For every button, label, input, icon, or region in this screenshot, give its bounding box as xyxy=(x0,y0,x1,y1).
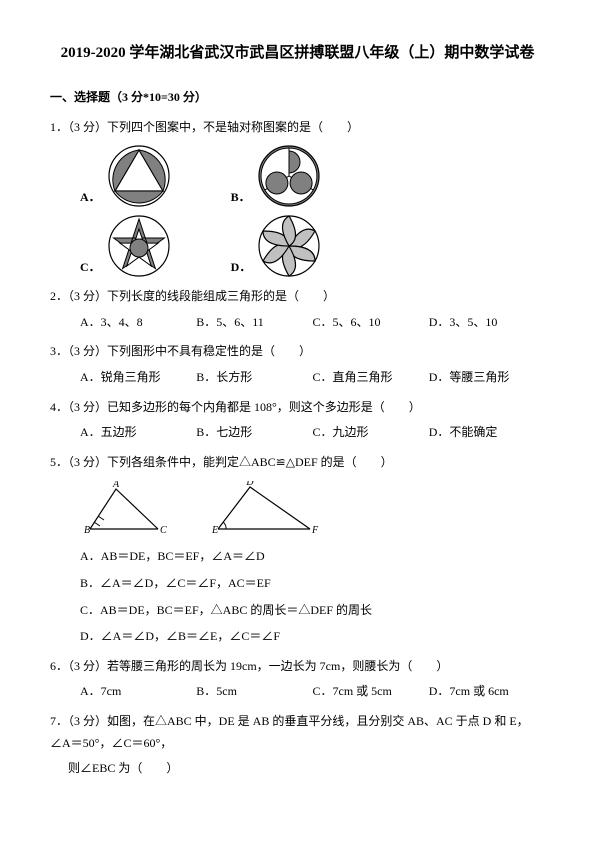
q2-choices: A．3、4、8 B．5、6、11 C．5、6、10 D．3、5、10 xyxy=(80,312,545,334)
q4-choice-a: A．五边形 xyxy=(80,422,196,444)
q5-stem: 5．（3 分）下列各组条件中，能判定△ABC≌△DEF 的是（ ） xyxy=(50,452,545,474)
q3-choice-c: C．直角三角形 xyxy=(313,367,429,389)
q6-stem: 6．（3 分）若等腰三角形的周长为 19cm，一边长为 7cm，则腰长为（ ） xyxy=(50,656,545,678)
q6-choice-a: A．7cm xyxy=(80,681,196,703)
triangle-abc-icon: A B C xyxy=(80,481,170,536)
q2-choice-a: A．3、4、8 xyxy=(80,312,196,334)
pattern-c-icon xyxy=(107,214,171,278)
q7-stem-b: 则∠EBC 为（ ） xyxy=(68,758,545,780)
q1-label-b: B． xyxy=(231,187,251,209)
q5-choice-c: C．AB＝DE，BC＝EF，△ABC 的周长＝△DEF 的周长 xyxy=(80,600,545,622)
q1-choice-c: C． xyxy=(80,214,171,278)
q1-row1: A． B． xyxy=(80,144,545,208)
svg-text:E: E xyxy=(211,525,218,536)
question-1: 1．（3 分）下列四个图案中，不是轴对称图案的是（ ） A． B． xyxy=(50,117,545,279)
q2-stem: 2．（3 分）下列长度的线段能组成三角形的是（ ） xyxy=(50,286,545,308)
q3-choice-b: B．长方形 xyxy=(196,367,312,389)
q4-stem: 4．（3 分）已知多边形的每个内角都是 108°，则这个多边形是（ ） xyxy=(50,397,545,419)
q1-choice-a: A． xyxy=(80,144,171,208)
q2-choice-c: C．5、6、10 xyxy=(313,312,429,334)
q1-label-d: D． xyxy=(231,257,252,279)
q1-row2: C． D． xyxy=(80,214,545,278)
section1-header: 一、选择题（3 分*10=30 分） xyxy=(50,87,545,109)
question-6: 6．（3 分）若等腰三角形的周长为 19cm，一边长为 7cm，则腰长为（ ） … xyxy=(50,656,545,703)
q1-label-c: C． xyxy=(80,257,101,279)
exam-title: 2019-2020 学年湖北省武汉市武昌区拼搏联盟八年级（上）期中数学试卷 xyxy=(50,40,545,67)
q1-label-a: A． xyxy=(80,187,101,209)
question-5: 5．（3 分）下列各组条件中，能判定△ABC≌△DEF 的是（ ） A B C … xyxy=(50,452,545,648)
q1-choice-b: B． xyxy=(231,144,321,208)
question-2: 2．（3 分）下列长度的线段能组成三角形的是（ ） A．3、4、8 B．5、6、… xyxy=(50,286,545,333)
q3-choices: A．锐角三角形 B．长方形 C．直角三角形 D．等腰三角形 xyxy=(80,367,545,389)
svg-text:A: A xyxy=(112,481,120,490)
q5-choice-b: B．∠A＝∠D，∠C＝∠F，AC＝EF xyxy=(80,573,545,595)
q7-stem-a: 7．（3 分）如图，在△ABC 中，DE 是 AB 的垂直平分线，且分别交 AB… xyxy=(50,711,545,754)
svg-text:C: C xyxy=(160,525,167,536)
q6-choice-b: B．5cm xyxy=(196,681,312,703)
q3-choice-d: D．等腰三角形 xyxy=(429,367,545,389)
q2-choice-b: B．5、6、11 xyxy=(196,312,312,334)
exam-page: 2019-2020 学年湖北省武汉市武昌区拼搏联盟八年级（上）期中数学试卷 一、… xyxy=(0,0,595,818)
q5-choice-d: D．∠A＝∠D，∠B＝∠E，∠C＝∠F xyxy=(80,626,545,648)
question-7: 7．（3 分）如图，在△ABC 中，DE 是 AB 的垂直平分线，且分别交 AB… xyxy=(50,711,545,780)
q3-choice-a: A．锐角三角形 xyxy=(80,367,196,389)
svg-text:D: D xyxy=(245,481,254,488)
q2-choice-d: D．3、5、10 xyxy=(429,312,545,334)
q6-choice-c: C．7cm 或 5cm xyxy=(313,681,429,703)
pattern-d-icon xyxy=(257,214,321,278)
q6-choices: A．7cm B．5cm C．7cm 或 5cm D．7cm 或 6cm xyxy=(80,681,545,703)
q3-stem: 3．（3 分）下列图形中不具有稳定性的是（ ） xyxy=(50,341,545,363)
question-4: 4．（3 分）已知多边形的每个内角都是 108°，则这个多边形是（ ） A．五边… xyxy=(50,397,545,444)
q4-choice-c: C．九边形 xyxy=(313,422,429,444)
q5-choice-a: A．AB＝DE，BC＝EF，∠A＝∠D xyxy=(80,546,545,568)
q4-choices: A．五边形 B．七边形 C．九边形 D．不能确定 xyxy=(80,422,545,444)
q6-choice-d: D．7cm 或 6cm xyxy=(429,681,545,703)
pattern-b-icon xyxy=(257,144,321,208)
q1-stem: 1．（3 分）下列四个图案中，不是轴对称图案的是（ ） xyxy=(50,117,545,139)
question-3: 3．（3 分）下列图形中不具有稳定性的是（ ） A．锐角三角形 B．长方形 C．… xyxy=(50,341,545,388)
q4-choice-b: B．七边形 xyxy=(196,422,312,444)
pattern-a-icon xyxy=(107,144,171,208)
triangle-def-icon: D E F xyxy=(210,481,320,536)
svg-text:B: B xyxy=(84,525,90,536)
q4-choice-d: D．不能确定 xyxy=(429,422,545,444)
svg-text:F: F xyxy=(311,525,319,536)
q5-triangles: A B C D E F xyxy=(80,481,545,536)
q1-choice-d: D． xyxy=(231,214,322,278)
